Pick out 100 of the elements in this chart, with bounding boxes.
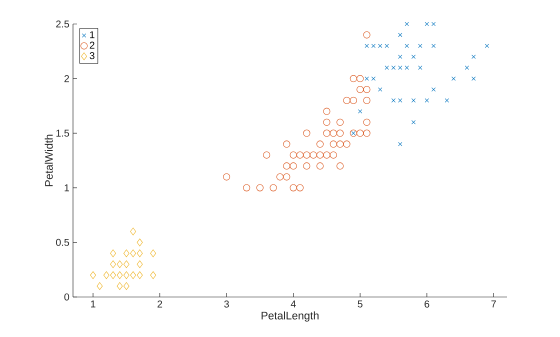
- point: [90, 271, 96, 280]
- point: [411, 54, 416, 59]
- point: [110, 260, 116, 268]
- point: [404, 44, 409, 48]
- point: [343, 140, 350, 148]
- point: [283, 162, 290, 170]
- point: [484, 44, 490, 48]
- point: [398, 142, 402, 146]
- point: [310, 151, 317, 159]
- point: [336, 140, 344, 148]
- point: [398, 32, 402, 38]
- point: [343, 96, 350, 104]
- point: [123, 271, 130, 280]
- point: [290, 151, 297, 159]
- point: [103, 271, 110, 280]
- x-tick-label: 5: [358, 300, 362, 308]
- point: [451, 76, 456, 81]
- point: [356, 75, 364, 82]
- point: [378, 87, 382, 92]
- point: [364, 76, 369, 81]
- point: [330, 130, 337, 137]
- point: [356, 130, 364, 137]
- point: [371, 76, 376, 81]
- point: [263, 151, 270, 159]
- legend-label: 2: [90, 42, 94, 49]
- point: [290, 162, 297, 170]
- point: [363, 96, 370, 104]
- point: [123, 260, 130, 268]
- y-axis-title: PetalWidth: [44, 134, 53, 186]
- point: [150, 271, 156, 280]
- point: [303, 151, 310, 159]
- legend-label: 3: [90, 52, 94, 60]
- y-tick-label: 1: [64, 184, 70, 192]
- point: [431, 44, 436, 48]
- point: [136, 260, 143, 268]
- point: [290, 184, 297, 192]
- point: [398, 98, 402, 103]
- point: [398, 54, 402, 59]
- point: [384, 66, 389, 70]
- point: [364, 44, 369, 48]
- x-tick-label: 3: [224, 300, 229, 308]
- legend-label: 1: [90, 31, 94, 38]
- point: [378, 44, 382, 48]
- y-tick-label: 1.5: [56, 130, 70, 137]
- point: [303, 162, 310, 170]
- point: [150, 249, 156, 258]
- point: [323, 118, 330, 126]
- point: [472, 76, 476, 81]
- point: [404, 22, 409, 26]
- point: [363, 130, 370, 137]
- point: [283, 140, 290, 148]
- point: [350, 75, 357, 82]
- point: [424, 98, 429, 103]
- point: [350, 96, 357, 104]
- point: [444, 98, 450, 103]
- point: [418, 44, 422, 48]
- point: [276, 173, 284, 180]
- point: [411, 98, 416, 103]
- point: [323, 108, 330, 115]
- x-tick-label: 4: [290, 300, 296, 308]
- point: [391, 66, 396, 70]
- point: [336, 118, 344, 126]
- point: [256, 184, 264, 192]
- point: [136, 271, 143, 280]
- point: [303, 130, 310, 137]
- point: [116, 260, 123, 268]
- point: [424, 22, 429, 26]
- point: [110, 249, 116, 258]
- point: [123, 249, 130, 258]
- point: [330, 140, 337, 148]
- point: [363, 118, 370, 126]
- point: [136, 249, 143, 258]
- point: [296, 151, 304, 159]
- point: [316, 162, 324, 170]
- point: [223, 173, 230, 180]
- point: [116, 271, 123, 280]
- point: [96, 282, 103, 290]
- point: [398, 66, 402, 70]
- point: [243, 184, 250, 192]
- point: [356, 86, 364, 94]
- y-tick-label: 2: [64, 75, 69, 82]
- point: [411, 120, 416, 124]
- point: [358, 109, 362, 114]
- point: [283, 173, 290, 180]
- point: [336, 162, 344, 170]
- point: [336, 130, 344, 137]
- point: [464, 66, 470, 70]
- point: [431, 22, 436, 26]
- point: [270, 184, 277, 192]
- x-tick-label: 6: [424, 300, 430, 308]
- y-tick-label: 0.5: [56, 238, 70, 246]
- x-tick-label: 2: [158, 300, 162, 308]
- point: [384, 44, 389, 48]
- y-tick-label: 0: [64, 293, 70, 301]
- point: [391, 98, 396, 103]
- point: [296, 184, 304, 192]
- point: [316, 140, 324, 148]
- point: [323, 130, 330, 137]
- point: [418, 66, 422, 70]
- point: [136, 238, 143, 246]
